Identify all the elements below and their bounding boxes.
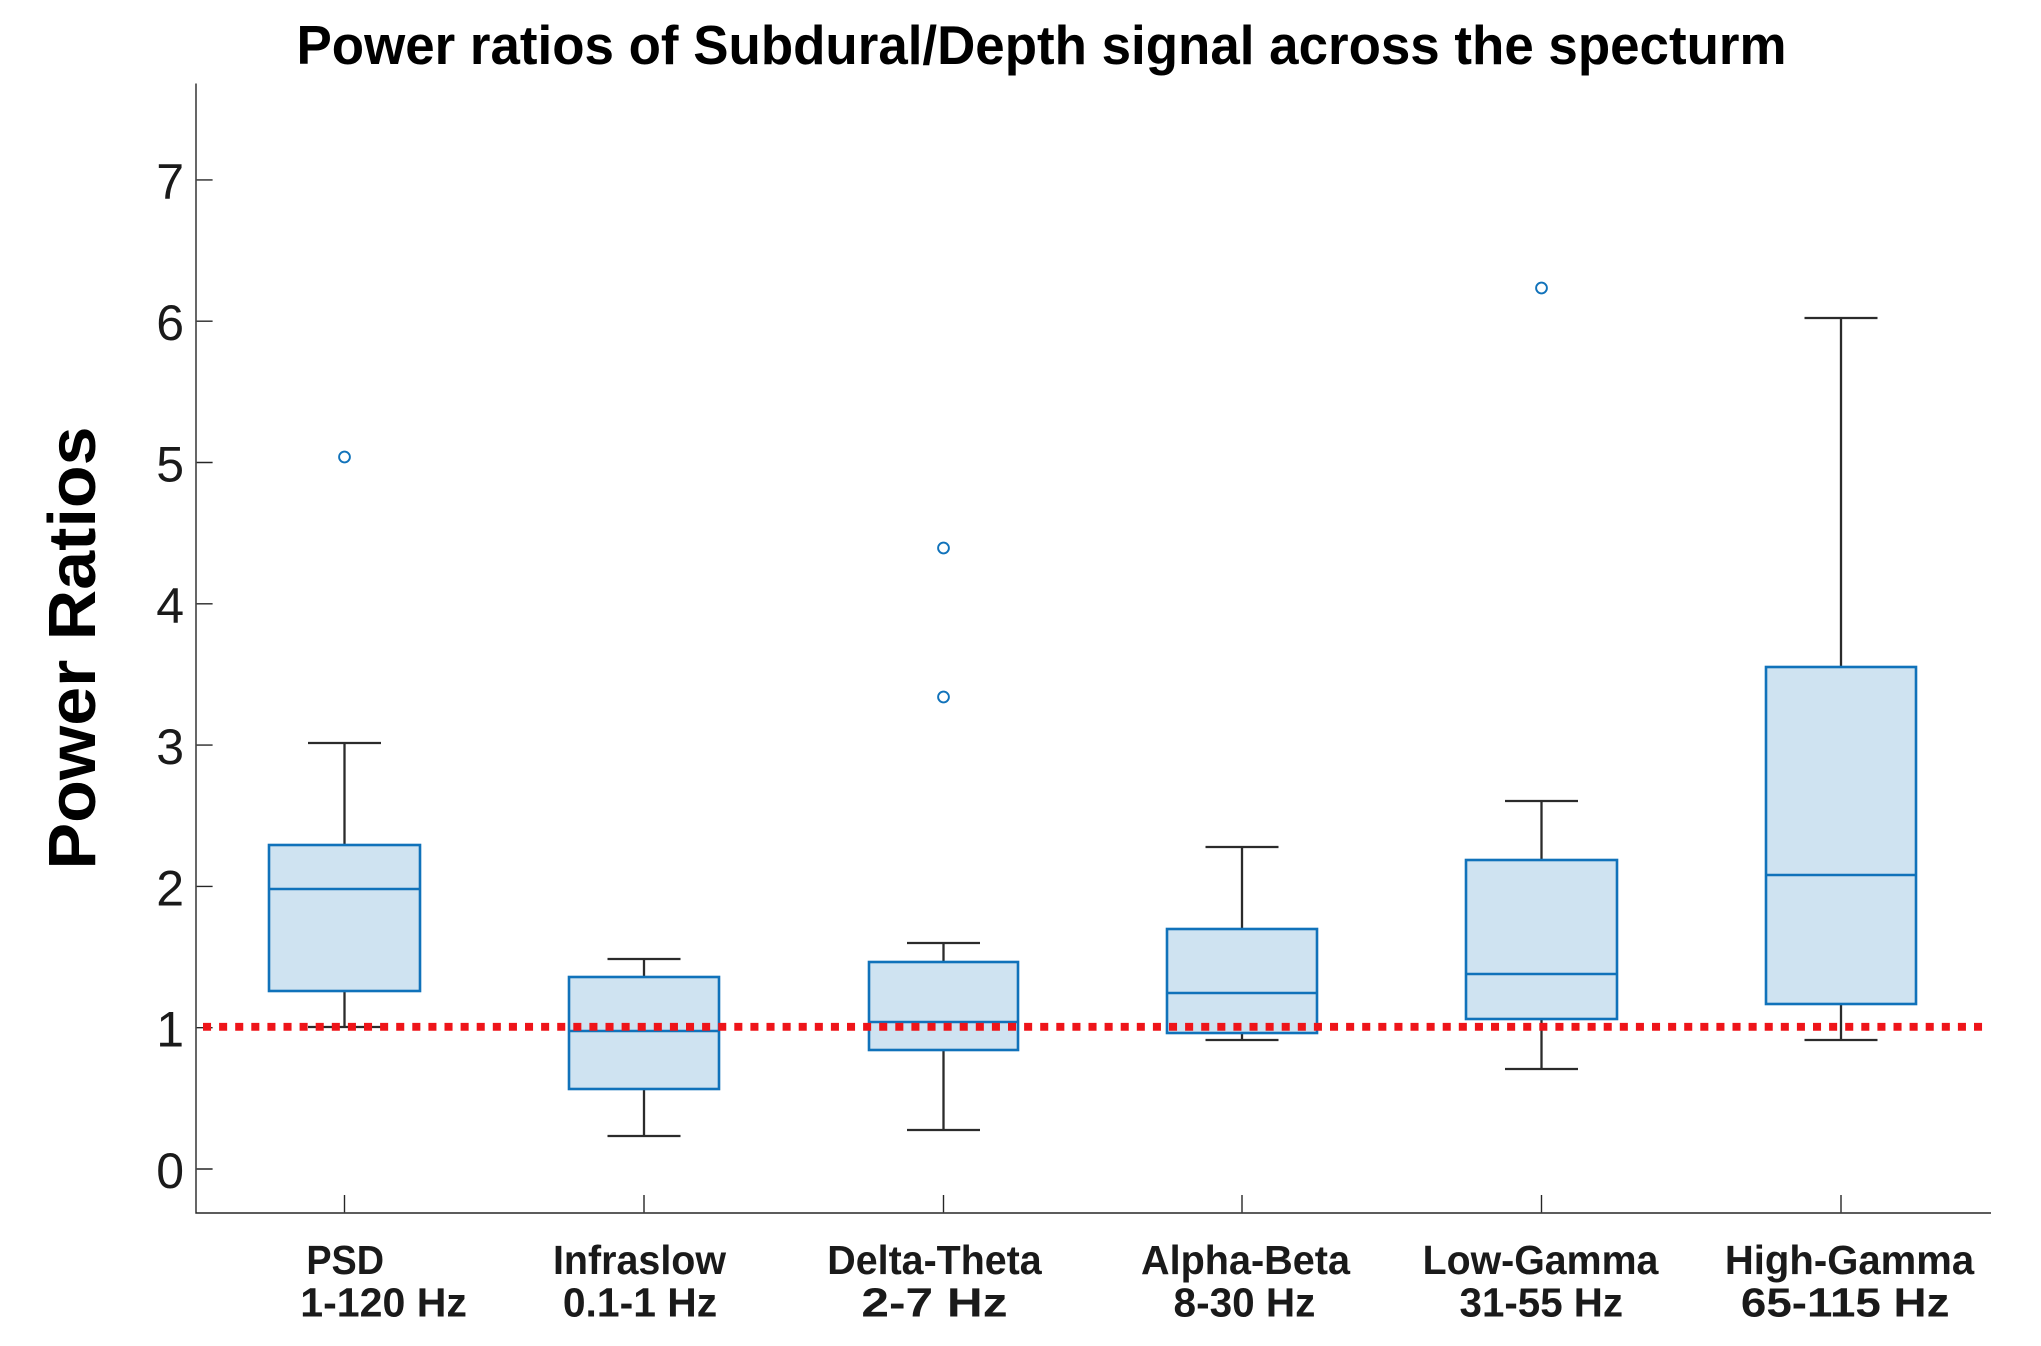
svg-text:Delta-Theta: Delta-Theta xyxy=(827,1237,1043,1283)
svg-text:Power ratios of Subdural/Depth: Power ratios of Subdural/Depth signal ac… xyxy=(297,14,1787,76)
svg-text:31-55 Hz: 31-55 Hz xyxy=(1460,1280,1624,1326)
svg-text:7: 7 xyxy=(156,154,184,210)
svg-text:1-120 Hz: 1-120 Hz xyxy=(300,1280,467,1326)
svg-text:Power Ratios: Power Ratios xyxy=(35,427,110,870)
svg-text:8-30 Hz: 8-30 Hz xyxy=(1174,1280,1316,1326)
svg-text:6: 6 xyxy=(156,295,184,351)
svg-text:2-7 Hz: 2-7 Hz xyxy=(861,1280,1007,1326)
svg-text:2: 2 xyxy=(156,860,184,916)
svg-text:3: 3 xyxy=(156,719,184,775)
svg-text:0.1-1 Hz: 0.1-1 Hz xyxy=(563,1280,717,1326)
svg-text:5: 5 xyxy=(156,437,184,493)
svg-text:1: 1 xyxy=(156,1002,184,1058)
svg-text:Alpha-Beta: Alpha-Beta xyxy=(1141,1237,1351,1283)
svg-text:65-115 Hz: 65-115 Hz xyxy=(1741,1280,1950,1326)
svg-text:4: 4 xyxy=(156,578,184,634)
svg-text:PSD: PSD xyxy=(306,1237,384,1283)
svg-text:0: 0 xyxy=(156,1143,184,1199)
svg-text:Low-Gamma: Low-Gamma xyxy=(1423,1237,1660,1283)
svg-text:Infraslow: Infraslow xyxy=(553,1237,726,1283)
svg-text:High-Gamma: High-Gamma xyxy=(1725,1237,1975,1283)
